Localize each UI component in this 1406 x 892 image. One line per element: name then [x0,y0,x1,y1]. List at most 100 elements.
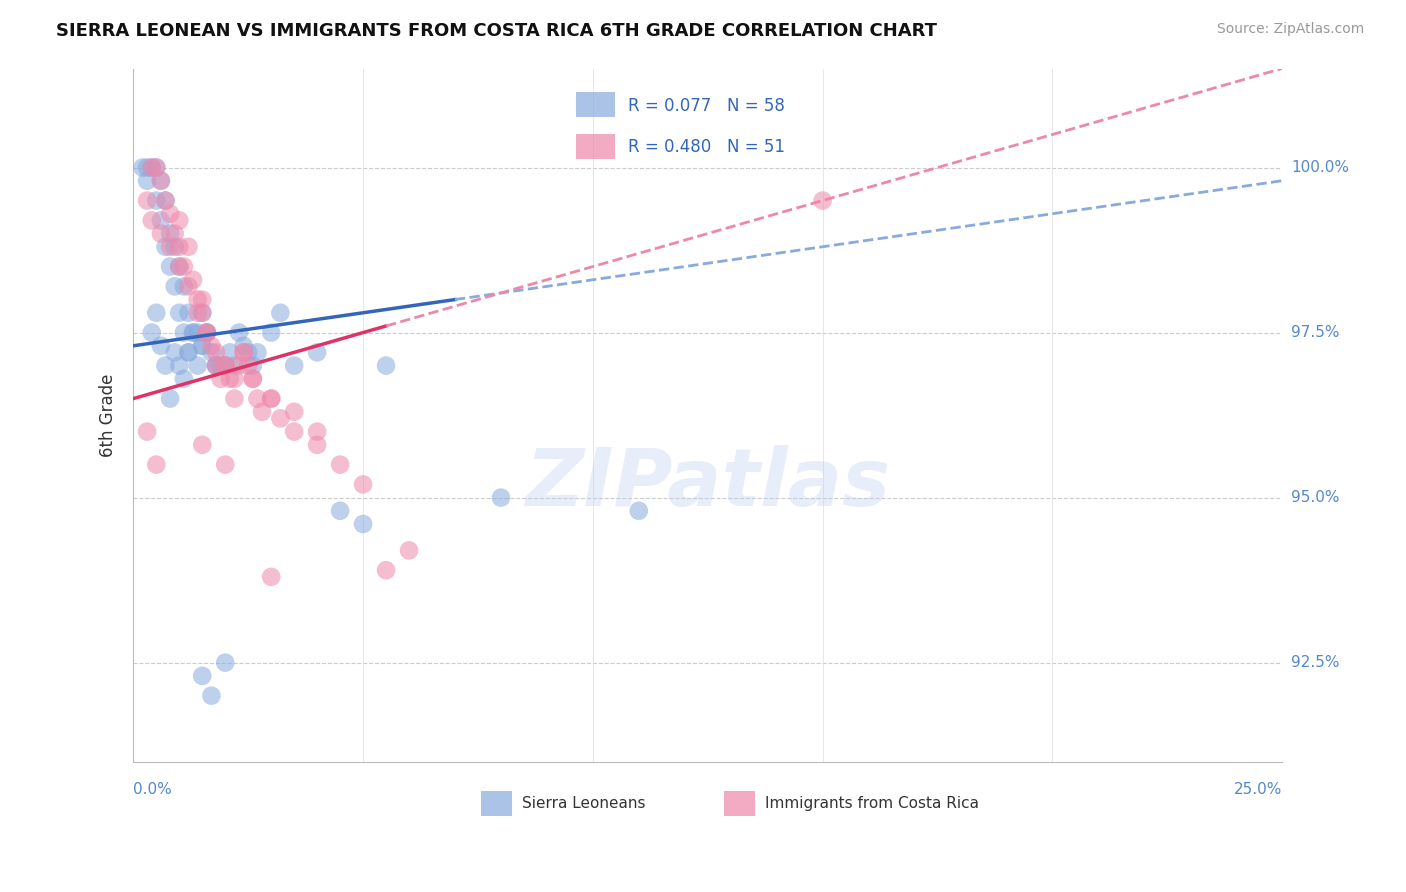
Point [145,194,167,208]
Point [191,339,214,353]
Point [242,372,264,386]
Point [141,161,163,175]
Text: 100.0%: 100.0% [1291,160,1350,175]
Point [238,359,260,373]
Point [242,359,264,373]
Point [149,174,172,188]
Point [163,279,186,293]
Point [195,326,218,340]
Point [181,326,204,340]
Point [169,359,191,373]
Text: 0.0%: 0.0% [134,782,172,797]
Point [307,425,329,439]
Point [159,207,181,221]
Point [173,372,195,386]
Point [195,326,218,340]
Point [155,240,177,254]
Point [232,345,254,359]
Point [283,405,305,419]
Point [187,359,209,373]
Point [191,306,214,320]
Point [260,392,283,406]
Text: 97.5%: 97.5% [1291,325,1340,340]
Point [159,392,181,406]
Point [218,372,240,386]
Point [811,194,834,208]
Point [136,161,159,175]
Point [205,345,228,359]
Point [191,339,214,353]
Point [489,491,512,505]
Point [149,174,172,188]
Point [141,161,163,175]
Point [269,306,291,320]
Point [205,359,228,373]
Point [177,306,200,320]
Text: Source: ZipAtlas.com: Source: ZipAtlas.com [1216,22,1364,37]
Point [329,458,352,472]
Point [246,345,269,359]
Point [627,504,650,518]
Point [246,392,269,406]
Point [214,359,236,373]
Point [141,326,163,340]
Point [228,326,250,340]
Point [200,689,222,703]
Point [250,405,273,419]
Point [177,240,200,254]
Point [169,260,191,274]
Point [205,359,228,373]
Point [145,306,167,320]
Point [169,306,191,320]
Point [136,174,159,188]
Point [177,279,200,293]
Point [145,161,167,175]
Point [155,194,177,208]
Point [329,504,352,518]
Point [228,359,250,373]
Point [159,240,181,254]
Point [398,543,420,558]
Point [173,326,195,340]
Point [191,306,214,320]
Point [155,359,177,373]
Point [375,563,398,577]
Point [260,326,283,340]
Y-axis label: 6th Grade: 6th Grade [100,374,117,457]
Point [177,345,200,359]
Point [232,339,254,353]
Point [163,227,186,241]
Point [218,345,240,359]
Point [191,438,214,452]
Text: 92.5%: 92.5% [1291,655,1340,670]
Point [187,306,209,320]
Point [173,279,195,293]
Text: SIERRA LEONEAN VS IMMIGRANTS FROM COSTA RICA 6TH GRADE CORRELATION CHART: SIERRA LEONEAN VS IMMIGRANTS FROM COSTA … [56,22,938,40]
Point [224,372,246,386]
Point [209,359,232,373]
Point [136,425,159,439]
Point [169,213,191,227]
Point [307,438,329,452]
Point [200,339,222,353]
Point [181,273,204,287]
Point [283,359,305,373]
Point [159,227,181,241]
Point [155,194,177,208]
Point [269,411,291,425]
Point [224,359,246,373]
Text: 25.0%: 25.0% [1233,782,1282,797]
Text: ZIPatlas: ZIPatlas [526,445,890,524]
Point [242,372,264,386]
Point [191,293,214,307]
Point [149,227,172,241]
Point [187,293,209,307]
Point [238,345,260,359]
Point [224,392,246,406]
Point [214,359,236,373]
Point [260,392,283,406]
Point [131,161,153,175]
Point [195,326,218,340]
Point [260,570,283,584]
Point [214,458,236,472]
